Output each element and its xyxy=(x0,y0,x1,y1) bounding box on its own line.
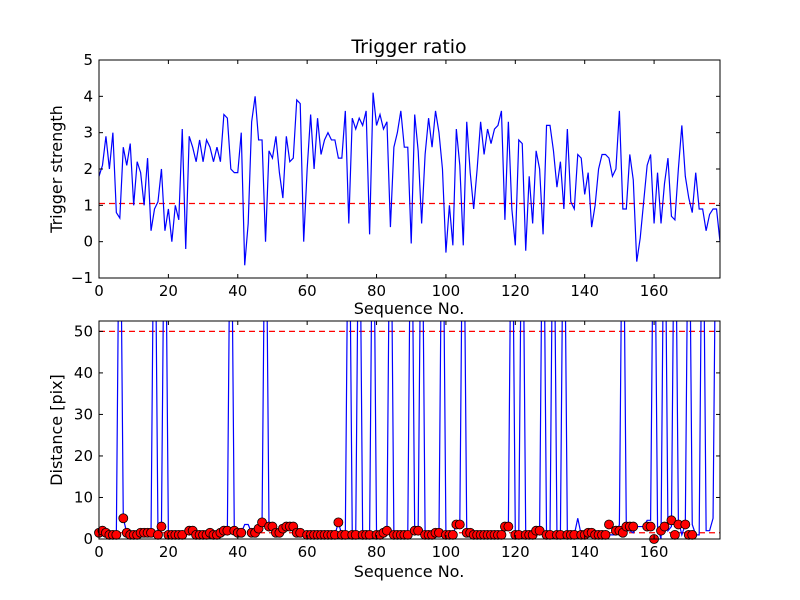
panel0-x-tick-label-5: 100 xyxy=(432,282,461,300)
panel1-x-tick-label-0: 0 xyxy=(94,543,104,561)
panel1-data-marker-124 xyxy=(604,519,614,530)
panel0-y-tick-label-0: −1 xyxy=(71,269,93,287)
panel0-x-tick-label-0: 0 xyxy=(94,282,104,300)
panel1-x-tick-label-3: 60 xyxy=(298,543,317,561)
panel1-y-tick-label-1: 10 xyxy=(74,488,93,506)
panel1-x-tick-label-4: 80 xyxy=(367,543,386,561)
panel0-y-tick-label-3: 2 xyxy=(83,160,93,178)
panel1-data-marker-135 xyxy=(659,521,670,532)
panel0-x-tick-label-8: 160 xyxy=(640,282,669,300)
panel1-x-tick-label-6: 120 xyxy=(501,543,530,561)
panel0-y-tick-label-1: 0 xyxy=(83,233,93,251)
panel1-y-tick-label-0: 0 xyxy=(83,530,93,548)
panel1-y-tick-label-4: 40 xyxy=(74,364,93,382)
panel1-x-tick-label-7: 140 xyxy=(570,543,599,561)
panel1-data-marker-5 xyxy=(111,529,122,540)
panel1-data-marker-123 xyxy=(600,529,611,540)
panel1-data-marker-16 xyxy=(156,521,167,532)
panel0-series-line-0 xyxy=(99,92,720,266)
panel0-x-tick-label-6: 120 xyxy=(501,282,530,300)
panel1-data-marker-141 xyxy=(687,529,698,540)
panel1-data-marker-137 xyxy=(669,529,680,540)
panel1-x-tick-label-2: 40 xyxy=(228,543,247,561)
top-y-axis-label: Trigger strength xyxy=(47,105,66,234)
distance-panel: 0 20 40 60 80 100 120 140 160 0 10 20 30 40 50 Sequenc… xyxy=(47,320,721,581)
panel1-data-marker-6 xyxy=(118,513,129,524)
panel1-y-tick-label-3: 30 xyxy=(74,405,93,423)
trigger-ratio-panel: Trigger ratio 0 20 40 60 80 100 120 140 160−1012… xyxy=(47,36,721,318)
panel0-x-tick-label-2: 40 xyxy=(228,282,247,300)
bottom-y-axis-label: Distance [pix] xyxy=(47,374,66,486)
panel0-x-tick-label-1: 20 xyxy=(159,282,178,300)
panel0-y-tick-label-6: 5 xyxy=(83,51,93,69)
panel1-y-tick-label-5: 50 xyxy=(74,322,93,340)
panel0-y-tick-label-4: 3 xyxy=(83,124,93,142)
bottom-plot-frame xyxy=(98,320,721,540)
panel0-y-tick-label-5: 4 xyxy=(83,87,93,105)
top-x-axis-label: Sequence No. xyxy=(354,299,465,318)
chart-title: Trigger ratio xyxy=(350,36,466,58)
panel1-data-marker-130 xyxy=(628,521,639,532)
panel1-x-tick-label-1: 20 xyxy=(159,543,178,561)
panel1-data-marker-99 xyxy=(496,529,507,540)
panel1-data-marker-139 xyxy=(680,519,691,530)
panel1-data-marker-86 xyxy=(447,529,458,540)
panel1-y-tick-label-2: 20 xyxy=(74,447,93,465)
panel1-data-marker-132 xyxy=(645,521,656,532)
panel1-data-marker-15 xyxy=(153,529,163,540)
bottom-x-axis-label: Sequence No. xyxy=(354,562,465,581)
panel0-x-tick-label-3: 60 xyxy=(298,282,317,300)
panel0-y-tick-label-2: 1 xyxy=(83,196,93,214)
panel1-data-marker-88 xyxy=(454,519,465,530)
panel1-x-tick-label-5: 100 xyxy=(432,543,461,561)
panel0-x-tick-label-4: 80 xyxy=(367,282,386,300)
panel1-x-tick-label-8: 160 xyxy=(640,543,669,561)
panel1-data-marker-36 xyxy=(236,527,247,538)
panel1-data-marker-101 xyxy=(503,521,514,532)
panel0-x-tick-label-7: 140 xyxy=(570,282,599,300)
panel1-data-marker-60 xyxy=(333,517,344,528)
